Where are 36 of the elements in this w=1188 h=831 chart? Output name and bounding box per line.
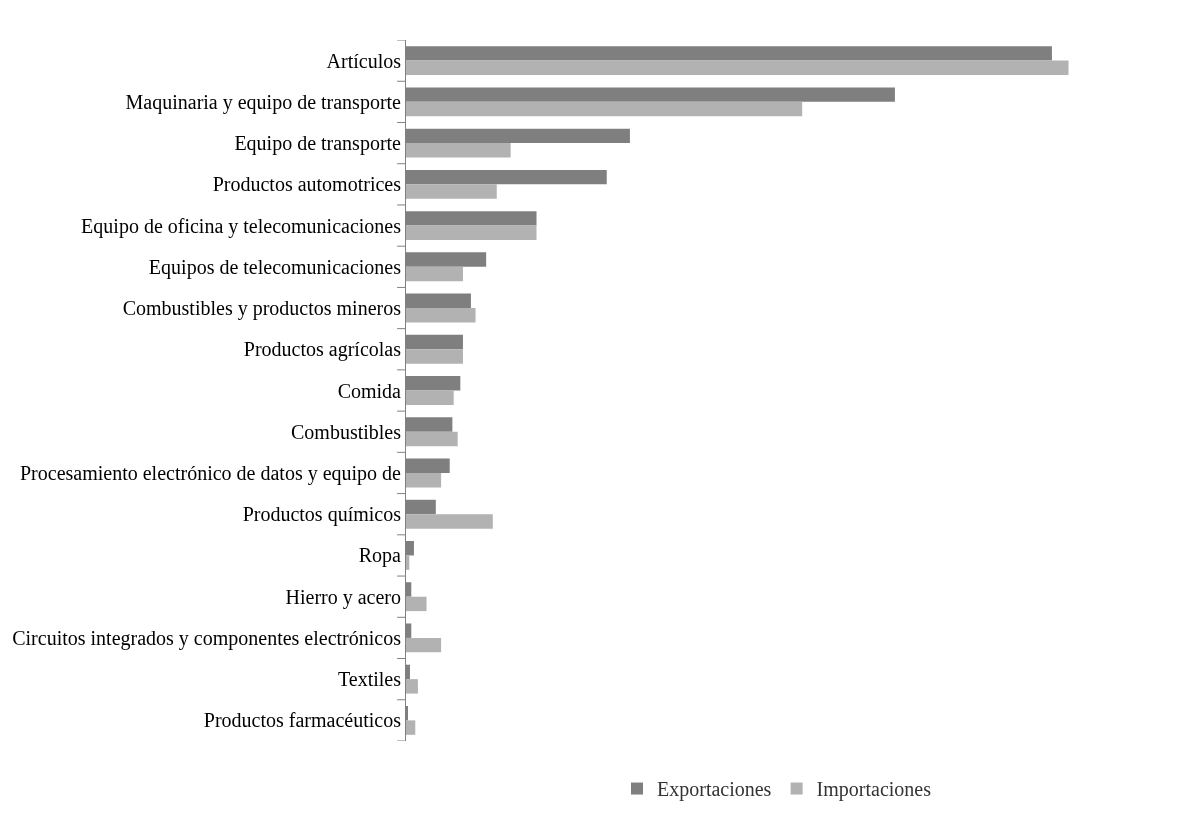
y-tick-label: Circuitos integrados y componentes electrónicos [12,626,402,650]
legend-label: Importaciones [816,778,932,802]
bar [406,308,476,323]
y-tick-label: Productos químicos [242,503,402,527]
y-tick-label: Productos automotrices [212,173,402,196]
y-tick-label: Equipo de oficina y telecomunicaciones [81,214,402,238]
y-tick-label: Ropa [358,544,402,568]
bar [406,266,463,282]
y-tick-label: Productos agrícolas [243,338,402,362]
y-tick-label: Combustibles [290,420,402,443]
bar [406,596,427,612]
bar [406,720,416,735]
y-tick-label: Equipo de transporte [234,132,402,156]
bar [406,555,410,570]
y-tick-label: Equipos de telecomunicaciones [148,255,402,279]
bar [406,390,454,405]
bar [406,637,442,653]
y-tick-label: Hierro y acero [285,585,401,609]
y-tick-label: Combustibles y productos mineros [122,297,402,321]
y-tick-label: Productos farmacéuticos [203,709,402,732]
bar [406,60,1069,76]
bar [406,472,442,488]
bar [406,679,418,694]
y-tick-label: Procesamiento electrónico de datos y equipo de [20,461,402,485]
bar [406,143,511,158]
legend-label: Exportaciones [657,778,772,802]
y-tick-label: Textiles [337,668,402,691]
bar [406,225,537,240]
y-tick-label: Comida [337,379,402,402]
bar [406,101,803,117]
bar [406,514,493,529]
y-tick-label: Maquinaria y equipo de transporte [125,90,402,114]
bar [406,431,458,447]
bar [406,184,497,199]
bar [406,349,463,364]
y-tick-label: Artículos [326,49,402,72]
